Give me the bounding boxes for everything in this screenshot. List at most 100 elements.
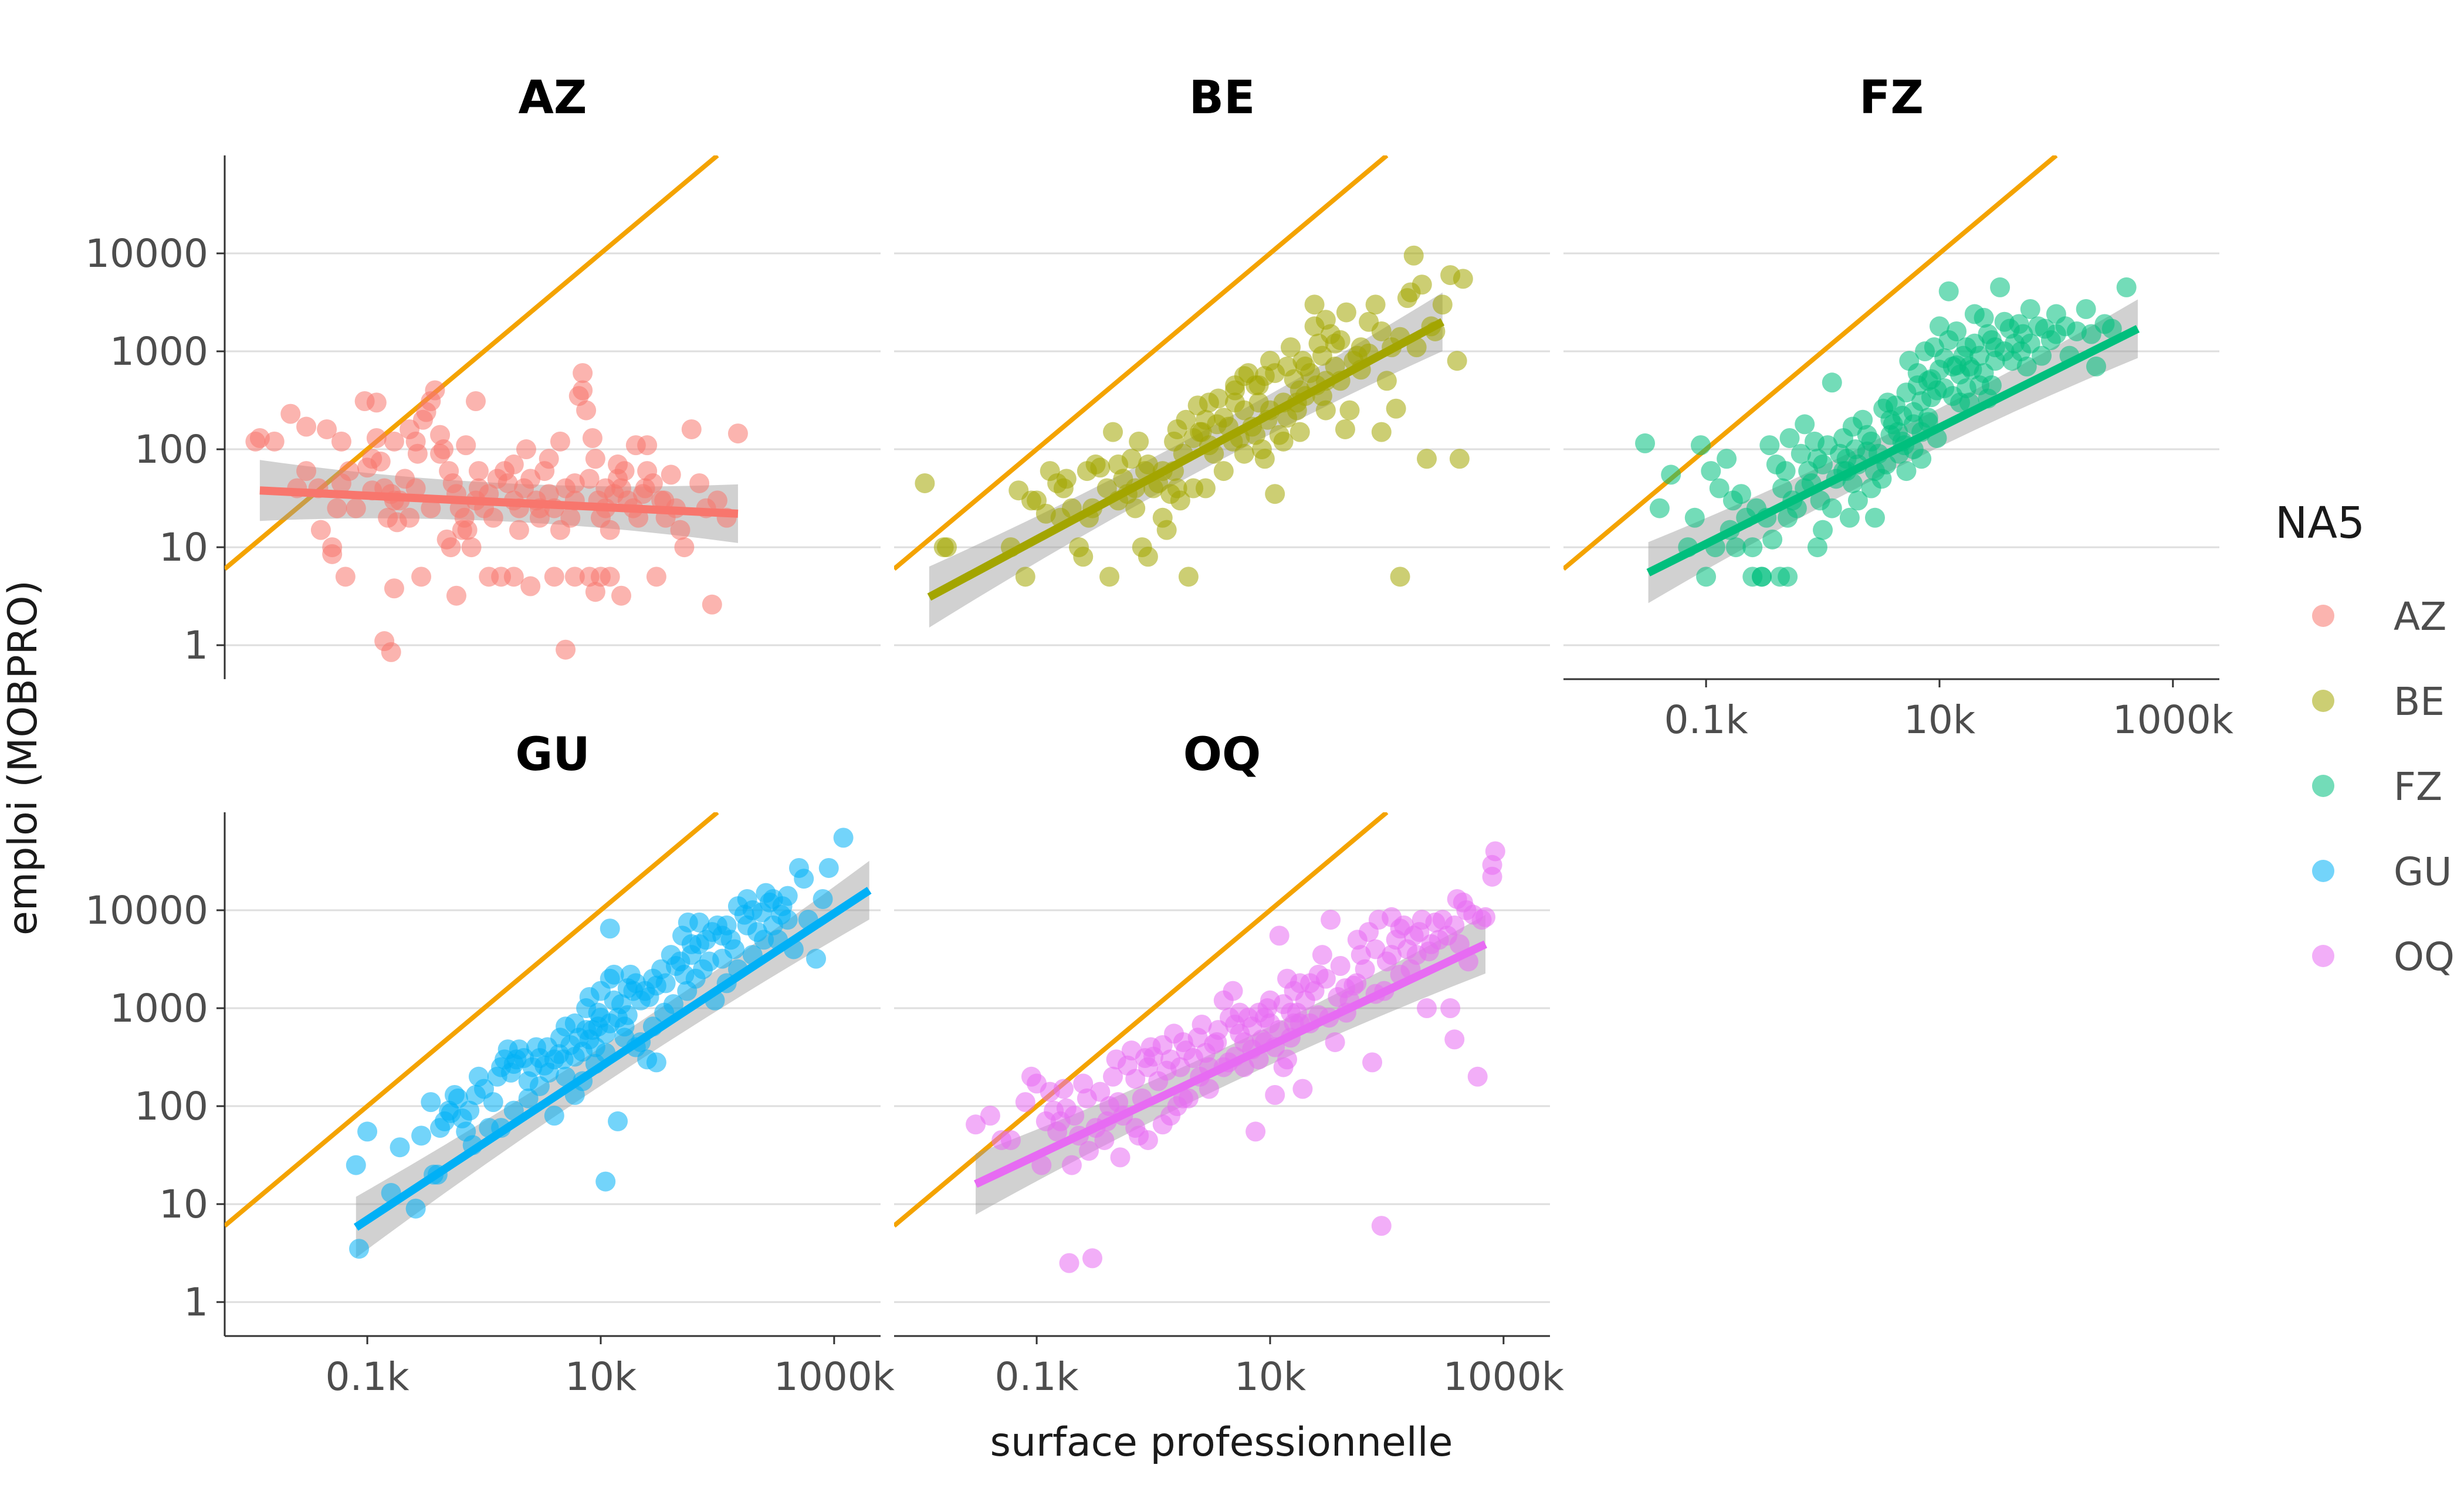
data-point — [1015, 1092, 1035, 1113]
data-point — [611, 585, 631, 606]
plot-area — [894, 812, 1505, 1273]
reference-line — [225, 812, 719, 1228]
data-point — [564, 473, 585, 493]
data-point — [980, 1106, 1000, 1126]
legend-swatch — [2312, 775, 2334, 797]
legend-label: FZ — [2394, 764, 2442, 809]
y-tick-label: 10000 — [85, 888, 208, 933]
data-point — [1061, 498, 1082, 518]
data-point — [1696, 567, 1717, 587]
reference-line — [894, 812, 1389, 1228]
data-point — [600, 1013, 620, 1033]
data-point — [2020, 299, 2040, 319]
data-point — [550, 431, 570, 452]
data-point — [556, 639, 576, 660]
data-point — [1365, 939, 1386, 959]
panel-title: FZ — [1859, 72, 1924, 124]
data-point — [1475, 907, 1496, 927]
data-point — [405, 1198, 426, 1219]
data-point — [349, 1239, 370, 1259]
legend-label: AZ — [2394, 594, 2446, 639]
legend-swatch — [2312, 605, 2334, 627]
data-point — [1090, 1081, 1111, 1102]
data-point — [381, 642, 401, 662]
data-point — [1195, 478, 1216, 499]
data-point — [1382, 945, 1402, 965]
data-point — [1896, 461, 1917, 482]
data-point — [1277, 356, 1298, 377]
data-point — [1053, 1079, 1074, 1099]
fit-line — [259, 486, 739, 518]
data-point — [1725, 537, 1746, 558]
data-point — [1330, 330, 1351, 351]
data-point — [1362, 1052, 1383, 1073]
data-point — [1225, 392, 1245, 413]
legend-item-gu: GU — [2312, 849, 2452, 894]
data-point — [777, 910, 798, 930]
data-point — [1432, 294, 1453, 315]
data-point — [1417, 998, 1437, 1019]
data-point — [1308, 964, 1329, 985]
data-point — [1292, 1079, 1313, 1099]
panel-gu: GU 1 10 100 1000 10000 0.1k 10k 1000k — [85, 728, 895, 1399]
data-point — [1234, 443, 1254, 464]
data-point — [670, 520, 691, 540]
panel-oq: OQ 0.1k 10k 1000k — [894, 728, 1565, 1399]
legend-title: NA5 — [2275, 498, 2365, 548]
data-point — [595, 478, 616, 499]
data-point — [1386, 398, 1406, 419]
data-point — [1447, 351, 1467, 371]
data-point — [1192, 1015, 1212, 1035]
data-point — [560, 507, 581, 528]
legend-label: OQ — [2394, 934, 2455, 979]
data-point — [1234, 1032, 1254, 1052]
data-point — [280, 404, 301, 424]
data-point — [585, 449, 605, 469]
data-point — [322, 544, 343, 564]
y-tick-label: 10 — [159, 1182, 208, 1227]
data-point — [1325, 1032, 1345, 1052]
points — [966, 841, 1505, 1273]
data-point — [576, 400, 597, 421]
data-point — [1444, 1029, 1465, 1050]
y-tick-label: 100 — [134, 1084, 208, 1129]
data-point — [625, 435, 646, 456]
data-point — [1896, 382, 1917, 403]
data-point — [1449, 449, 1470, 469]
data-point — [1690, 435, 1711, 456]
panel-az: AZ 1 10 100 1000 10000 — [85, 72, 881, 679]
data-point — [1170, 490, 1190, 511]
data-point — [503, 454, 524, 474]
data-point — [407, 443, 428, 464]
data-point — [617, 1005, 638, 1025]
data-point — [1219, 1008, 1240, 1028]
legend-swatch — [2312, 690, 2334, 712]
data-point — [1094, 1130, 1115, 1150]
data-point — [2076, 299, 2096, 319]
data-point — [1242, 1016, 1263, 1037]
reference-line — [1563, 155, 2058, 571]
data-point — [1649, 498, 1670, 518]
data-point — [1911, 449, 1932, 469]
x-tick-label: 10k — [1904, 697, 1976, 742]
data-point — [2086, 356, 2107, 377]
data-point — [461, 537, 482, 558]
data-point — [1994, 311, 2015, 332]
data-point — [518, 1088, 539, 1108]
data-point — [357, 1121, 378, 1142]
data-point — [452, 520, 472, 540]
data-point — [1709, 478, 1729, 499]
x-tick-label: 10k — [565, 1354, 637, 1399]
data-point — [600, 918, 620, 939]
data-point — [1365, 294, 1386, 315]
data-point — [576, 1020, 597, 1040]
data-point — [1981, 330, 2002, 351]
data-point — [681, 419, 702, 439]
data-point — [1791, 443, 1811, 464]
data-point — [456, 435, 476, 456]
data-point — [1762, 529, 1783, 550]
data-point — [421, 1092, 441, 1113]
data-point — [794, 869, 814, 889]
data-point — [604, 964, 624, 985]
data-point — [681, 934, 702, 954]
